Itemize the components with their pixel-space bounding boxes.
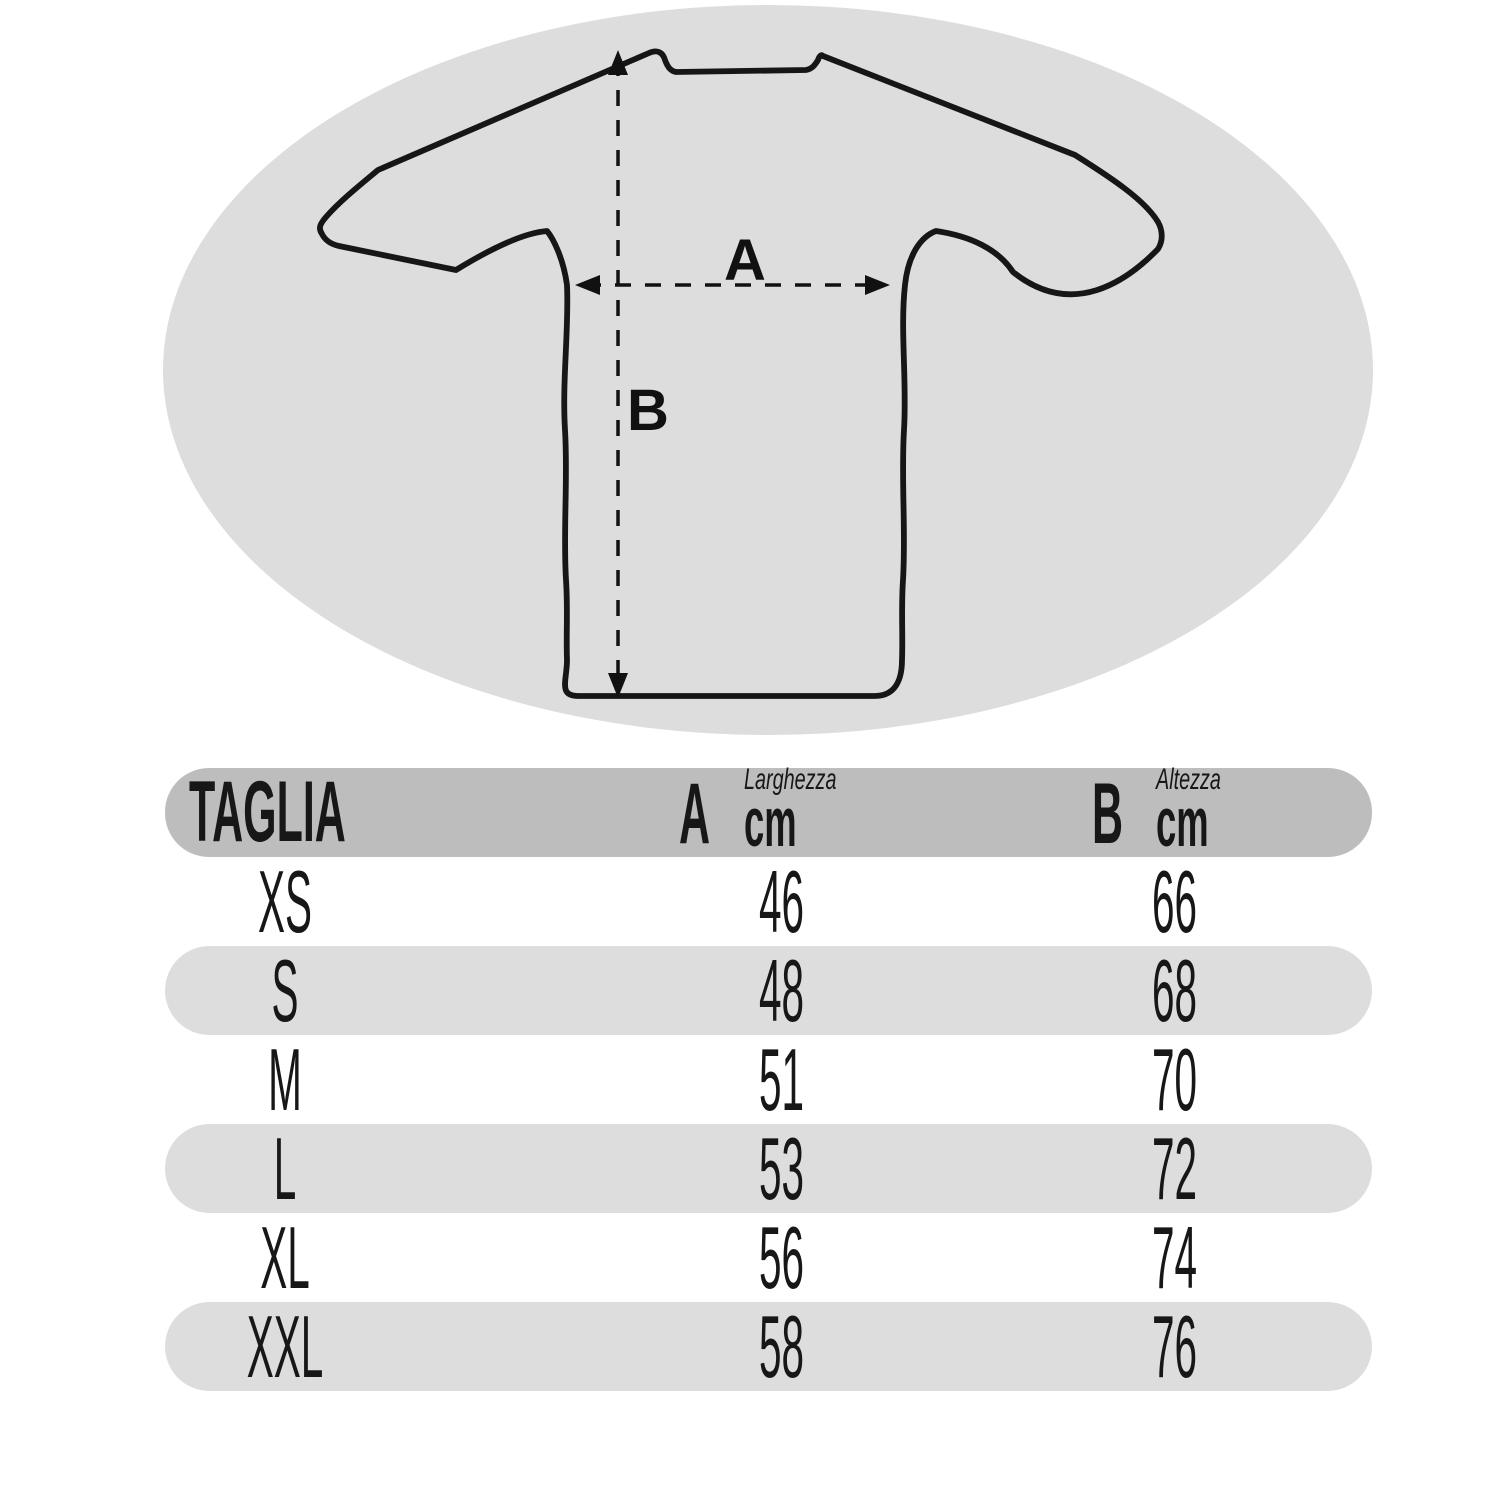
- svg-text:A: A: [724, 228, 766, 293]
- svg-text:B: B: [627, 378, 669, 443]
